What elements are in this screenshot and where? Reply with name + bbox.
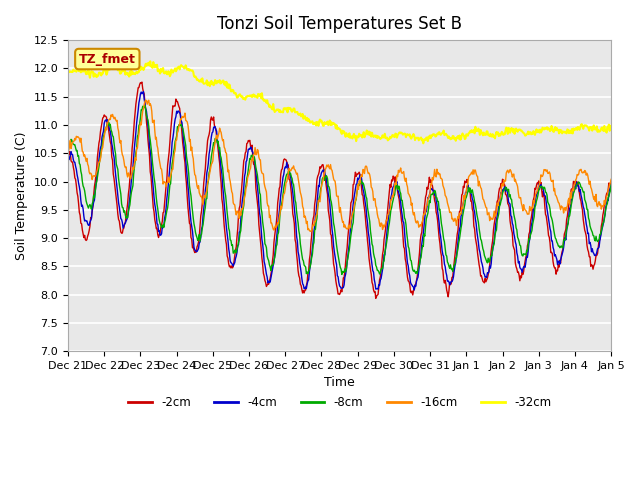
- -16cm: [184, 122, 192, 128]
- -2cm: [64, 150, 72, 156]
- -8cm: [338, 272, 346, 277]
- -16cm: [307, 228, 315, 234]
- -32cm: [64, 70, 72, 76]
- -8cm: [439, 230, 447, 236]
- Title: Tonzi Soil Temperatures Set B: Tonzi Soil Temperatures Set B: [217, 15, 462, 33]
- -4cm: [64, 153, 72, 159]
- Line: -2cm: -2cm: [68, 82, 611, 299]
- -16cm: [142, 97, 150, 103]
- -4cm: [439, 252, 447, 258]
- -4cm: [207, 134, 215, 140]
- -2cm: [332, 277, 340, 283]
- -8cm: [607, 182, 615, 188]
- -16cm: [64, 149, 72, 155]
- -16cm: [207, 161, 215, 167]
- -8cm: [385, 220, 393, 226]
- Line: -16cm: -16cm: [68, 100, 611, 231]
- -16cm: [607, 177, 615, 182]
- -2cm: [207, 114, 215, 120]
- -2cm: [385, 189, 393, 194]
- -32cm: [207, 78, 215, 84]
- Line: -32cm: -32cm: [68, 61, 611, 144]
- -2cm: [184, 204, 192, 210]
- -4cm: [607, 182, 615, 188]
- -32cm: [607, 125, 615, 131]
- -8cm: [559, 245, 566, 251]
- -16cm: [385, 207, 393, 213]
- -4cm: [140, 89, 147, 95]
- -16cm: [439, 182, 447, 188]
- Line: -4cm: -4cm: [68, 92, 611, 290]
- -4cm: [559, 249, 566, 254]
- -16cm: [559, 204, 566, 210]
- -2cm: [439, 268, 447, 274]
- -4cm: [332, 258, 340, 264]
- -2cm: [138, 79, 146, 85]
- -32cm: [184, 67, 192, 72]
- -32cm: [439, 130, 447, 136]
- -4cm: [410, 287, 418, 293]
- -8cm: [141, 103, 149, 108]
- -2cm: [607, 179, 615, 185]
- -32cm: [559, 129, 566, 135]
- X-axis label: Time: Time: [324, 376, 355, 389]
- -32cm: [419, 141, 427, 146]
- -8cm: [64, 150, 72, 156]
- -8cm: [184, 164, 192, 169]
- Line: -8cm: -8cm: [68, 106, 611, 275]
- Legend: -2cm, -4cm, -8cm, -16cm, -32cm: -2cm, -4cm, -8cm, -16cm, -32cm: [124, 391, 556, 414]
- -2cm: [559, 247, 566, 252]
- -4cm: [184, 183, 192, 189]
- Text: TZ_fmet: TZ_fmet: [79, 52, 136, 66]
- -32cm: [385, 136, 392, 142]
- -2cm: [372, 296, 380, 301]
- -16cm: [333, 193, 340, 199]
- -32cm: [147, 59, 154, 64]
- -4cm: [385, 214, 392, 219]
- -32cm: [332, 125, 340, 131]
- -8cm: [332, 236, 340, 241]
- Y-axis label: Soil Temperature (C): Soil Temperature (C): [15, 132, 28, 260]
- -8cm: [207, 154, 215, 159]
